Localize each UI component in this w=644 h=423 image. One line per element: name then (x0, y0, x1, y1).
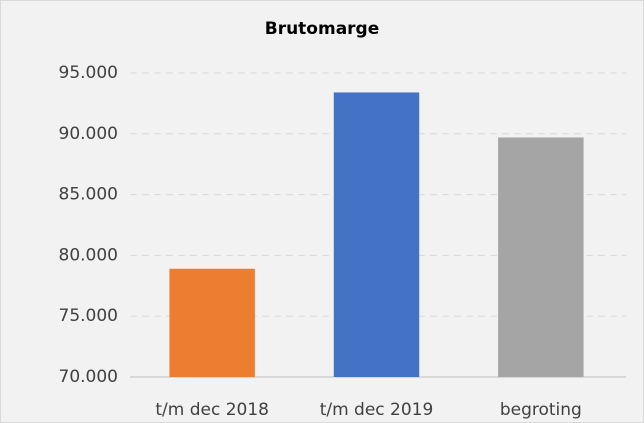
bar (333, 92, 420, 378)
y-tick-label: 95.000 (59, 63, 118, 83)
y-tick-label: 80.000 (59, 245, 118, 265)
bar (169, 268, 255, 377)
x-tick-label: t/m dec 2018 (155, 400, 269, 420)
bar (498, 137, 584, 377)
y-tick-label: 75.000 (59, 306, 118, 326)
chart-title: Brutomarge (265, 19, 380, 39)
y-tick-label: 90.000 (59, 124, 118, 144)
y-tick-label: 70.000 (59, 367, 118, 387)
x-tick-label: t/m dec 2019 (320, 400, 434, 420)
x-tick-label: begroting (500, 400, 582, 420)
y-tick-label: 85.000 (59, 185, 118, 205)
